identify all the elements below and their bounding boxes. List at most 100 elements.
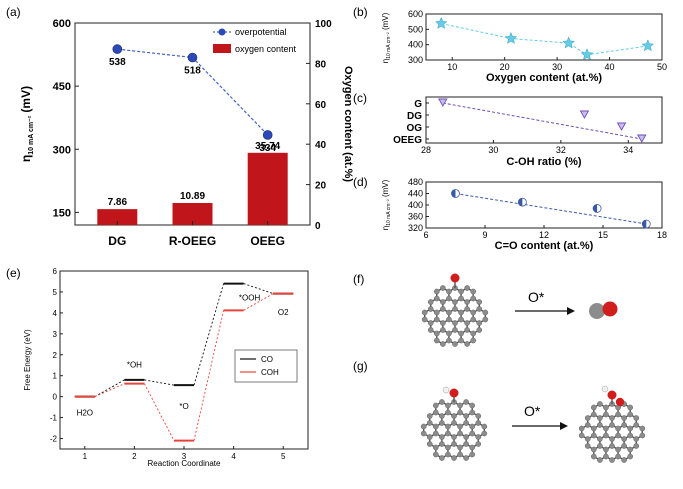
- c-y-category: DG: [407, 111, 422, 122]
- e-annotation: H2O: [77, 408, 93, 417]
- a-right-tick-label: 60: [315, 100, 327, 111]
- x-tick-label: 34: [623, 145, 633, 155]
- e-y-tick-label: 1: [53, 372, 58, 381]
- f-carbon-atom: [440, 299, 446, 305]
- panel-f-graphene-sheet: [421, 273, 489, 347]
- g-right-carbon-atom: [627, 453, 633, 460]
- panel-b-label: (b): [353, 5, 368, 19]
- panel-b-frame: [425, 13, 663, 61]
- g-left-carbon-atom: [439, 455, 445, 461]
- a-left-tick-label: 450: [53, 81, 71, 93]
- panel-g-reagent: O*: [524, 403, 541, 419]
- a-point-label: 538: [109, 57, 126, 68]
- f-carbon-atom: [464, 327, 470, 333]
- f-carbon-atom: [440, 285, 446, 291]
- x-tick-label: 32: [556, 145, 566, 155]
- a-bar-label: 7.86: [108, 197, 128, 208]
- panel-f-reagent: O*: [528, 289, 545, 305]
- g-right-carbon-atom: [615, 432, 621, 439]
- f-carbon-atom: [446, 309, 452, 316]
- e-y-tick-label: 5: [53, 288, 58, 297]
- g-right-carbon-atom: [633, 436, 640, 442]
- panel-e-label: (e): [6, 266, 21, 280]
- g-right-carbon-atom: [615, 453, 621, 460]
- a-right-tick-label: 0: [315, 221, 321, 232]
- panel-b-points: [434, 16, 655, 61]
- g-left-carbon-atom: [457, 430, 463, 437]
- f-carbon-atom: [458, 330, 464, 337]
- panel-f: (f) O*: [353, 272, 618, 347]
- a-bar: [97, 209, 138, 225]
- d-point-fill: [518, 198, 523, 207]
- g-left-carbon-atom: [433, 409, 439, 416]
- g-right-carbon-atom: [609, 436, 615, 442]
- y-tick-label: 400: [408, 200, 423, 210]
- c-triangle-point: [438, 98, 448, 107]
- g-right-carbon-atom: [597, 457, 603, 463]
- f-carbon-atom: [470, 309, 476, 316]
- x-tick-label: 20: [500, 62, 510, 72]
- d-point-fill: [593, 204, 598, 213]
- a-right-tick-label: 100: [315, 19, 332, 30]
- g-right-carbon-atom: [584, 436, 591, 442]
- f-carbon-atom: [476, 327, 483, 333]
- g-right-oxygen-atom-2: [615, 397, 625, 407]
- e-connector: [94, 383, 125, 398]
- g-left-carbon-atom: [463, 399, 469, 405]
- x-tick-label: 12: [539, 230, 549, 240]
- panel-a-line: 538 518 334: [109, 44, 276, 154]
- g-left-carbon-atom: [463, 413, 469, 419]
- x-tick-label: 18: [657, 230, 667, 240]
- f-carbon-atom: [427, 327, 434, 333]
- f-carbon-atom: [446, 316, 452, 323]
- g-right-carbon-atom: [578, 432, 585, 439]
- g-left-carbon-atom: [420, 430, 427, 437]
- g-right-carbon-atom: [597, 443, 603, 449]
- panel-f-arrowhead: [567, 307, 575, 315]
- g-right-carbon-atom: [615, 446, 621, 453]
- legend-overpotential: overpotential: [235, 27, 287, 37]
- x-tick-label: 30: [488, 145, 498, 155]
- e-connector: [144, 379, 175, 386]
- g-left-carbon-atom: [475, 420, 482, 426]
- a-bar-label: 10.89: [180, 191, 205, 202]
- g-right-carbon-atom: [627, 446, 633, 453]
- f-carbon-atom: [470, 330, 476, 337]
- panel-d-ylabel-main: η: [381, 226, 390, 230]
- panel-a: (a) 150 300 450 600 0 20 40 60 80 100 7.86 10.89 3…: [6, 5, 354, 248]
- g-right-carbon-atom: [584, 443, 591, 449]
- g-left-carbon-atom: [481, 423, 488, 430]
- g-right-carbon-atom: [615, 411, 621, 418]
- b-trend-line: [441, 23, 648, 56]
- f-carbon-atom: [452, 327, 458, 333]
- f-carbon-atom: [464, 299, 470, 305]
- panel-b-ylabel: η10 mA cm⁻² (mV): [381, 12, 392, 63]
- g-right-carbon-atom: [609, 422, 615, 428]
- g-right-carbon-atom: [615, 425, 621, 432]
- panel-g-graphene-right: [578, 385, 646, 463]
- e-annotation: *O: [179, 402, 188, 411]
- f-carbon-atom: [470, 316, 476, 323]
- panel-f-co-molecule: [589, 301, 618, 319]
- g-right-carbon-atom: [597, 415, 603, 421]
- e-y-tick-label: 2: [53, 351, 58, 360]
- g-left-carbon-atom: [463, 434, 469, 440]
- g-left-carbon-atom: [457, 444, 463, 451]
- a-left-tick-label: 600: [53, 18, 71, 30]
- f-carbon-atom: [440, 327, 446, 333]
- f-carbon-atom: [434, 309, 440, 316]
- g-left-carbon-atom: [445, 451, 451, 458]
- g-right-carbon-atom: [584, 422, 591, 428]
- f-carbon-atom: [482, 316, 489, 323]
- legend-coh: COH: [261, 368, 279, 377]
- g-right-carbon-atom: [591, 411, 597, 418]
- f-carbon-atom: [421, 316, 428, 323]
- e-y-tick-label: 0: [53, 393, 58, 402]
- e-annotation: *OOH: [239, 293, 261, 302]
- g-right-carbon-atom: [627, 411, 633, 418]
- panel-e-xlabel: Reaction Coordinate: [148, 459, 221, 468]
- e-x-tick-label: 5: [281, 452, 286, 461]
- c-y-category: OEEG: [393, 135, 422, 146]
- y-tick-label: 320: [408, 223, 423, 233]
